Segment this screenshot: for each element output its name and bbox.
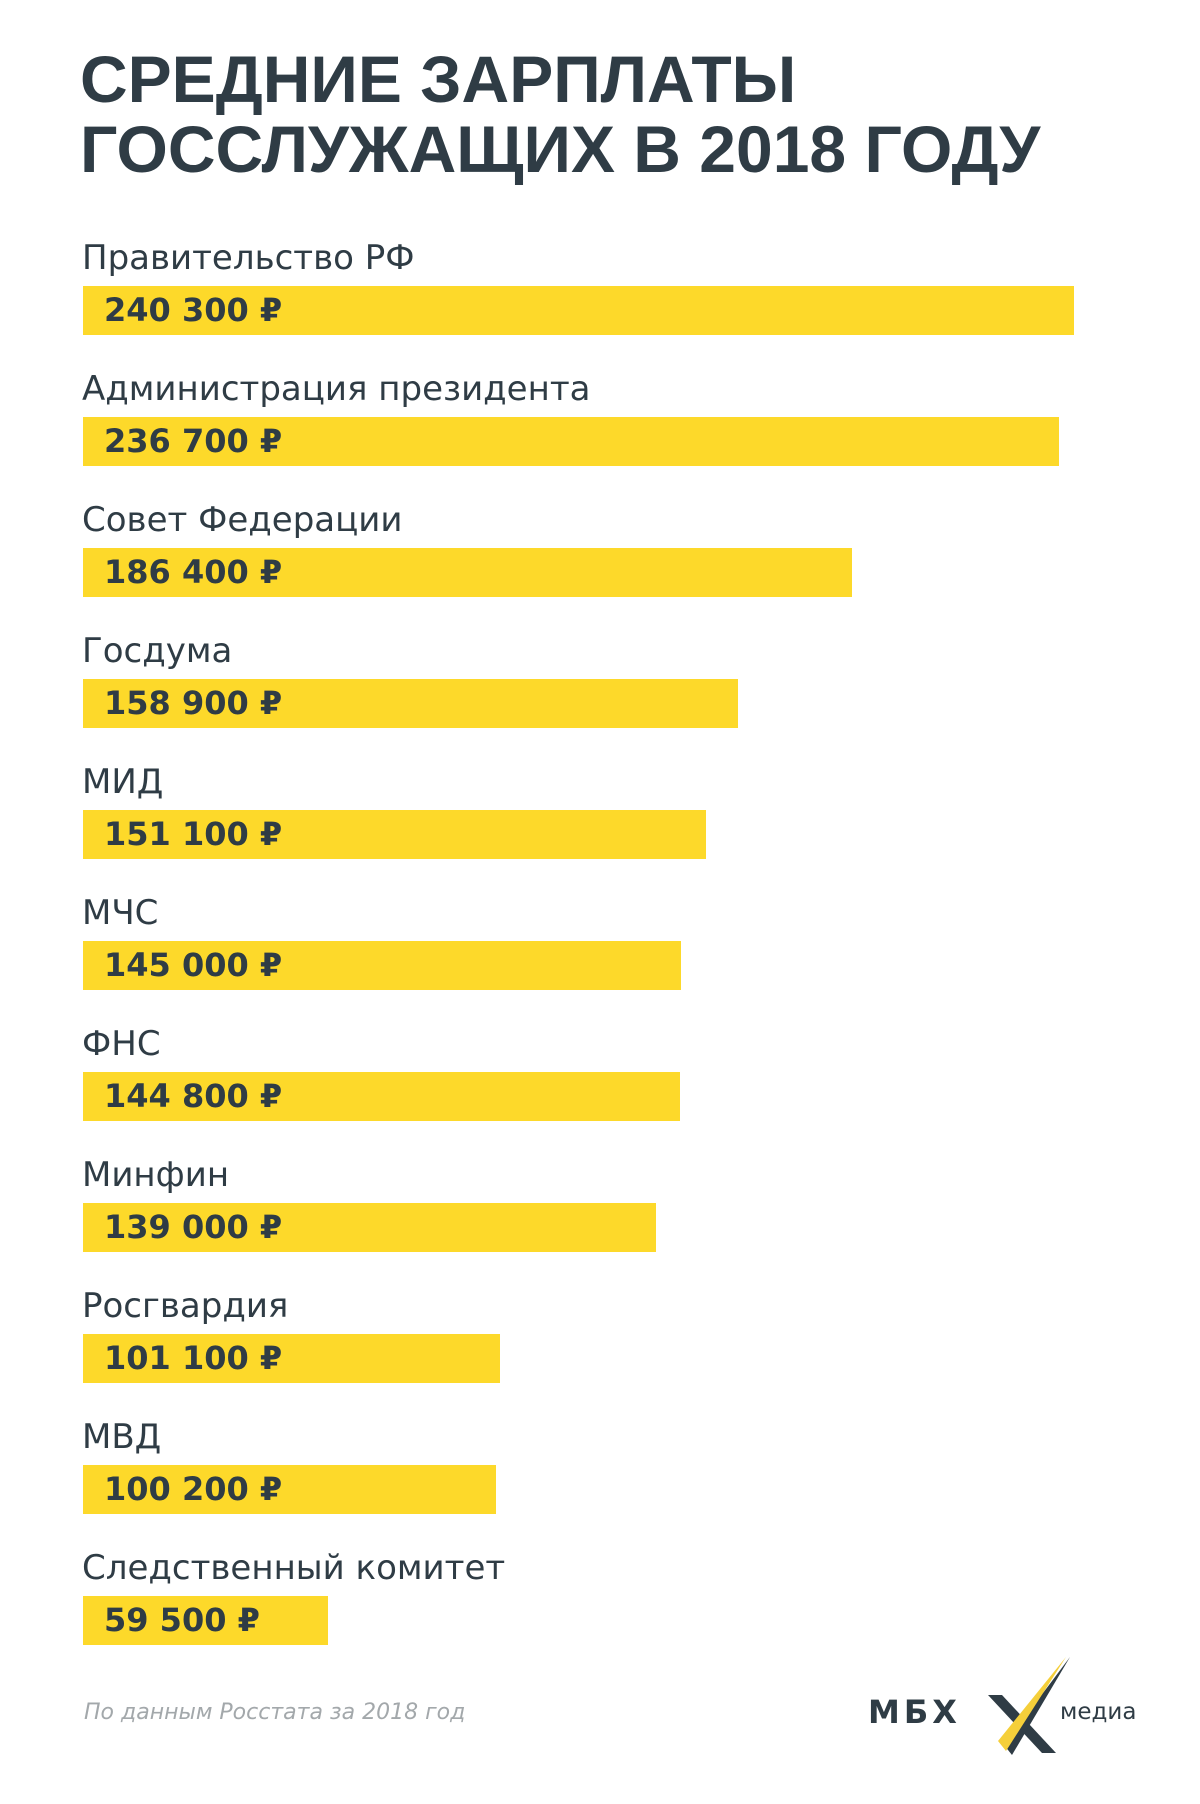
bar <box>83 1072 681 1121</box>
title-line-1: СРЕДНИЕ ЗАРПЛАТЫ <box>80 42 797 116</box>
bar <box>83 1465 497 1514</box>
bar-row: ФНС 144 800 ₽ <box>0 1022 1200 1153</box>
source-note: По данным Росстата за 2018 год <box>84 1700 466 1725</box>
value-label: 139 000 ₽ <box>104 1208 283 1246</box>
bar <box>83 286 1074 335</box>
bar <box>83 417 1060 466</box>
bar-row: Минфин 139 000 ₽ <box>0 1153 1200 1284</box>
category-label: Росгвардия <box>82 1286 289 1326</box>
value-label: 101 100 ₽ <box>104 1339 283 1377</box>
category-label: Минфин <box>82 1155 230 1195</box>
category-label: Правительство РФ <box>82 238 415 278</box>
value-label: 145 000 ₽ <box>104 946 283 984</box>
bar <box>83 548 852 597</box>
logo-text: МБХ <box>868 1693 961 1731</box>
bar <box>83 1203 657 1252</box>
bar-row: Совет Федерации 186 400 ₽ <box>0 498 1200 629</box>
value-label: 59 500 ₽ <box>104 1601 260 1639</box>
title-line-2: ГОССЛУЖАЩИХ В 2018 ГОДУ <box>80 112 1041 186</box>
logo: МБХ медиа <box>860 1655 1160 1765</box>
value-label: 158 900 ₽ <box>104 684 283 722</box>
bar <box>83 1596 329 1645</box>
logo-suffix: медиа <box>1060 1699 1137 1725</box>
bar-row: Госдума 158 900 ₽ <box>0 629 1200 760</box>
bar-row: Правительство РФ 240 300 ₽ <box>0 236 1200 367</box>
category-label: МИД <box>82 762 164 802</box>
category-label: МЧС <box>82 893 159 933</box>
value-label: 144 800 ₽ <box>104 1077 283 1115</box>
bar <box>83 679 739 728</box>
bar-row: МЧС 145 000 ₽ <box>0 891 1200 1022</box>
value-label: 100 200 ₽ <box>104 1470 283 1508</box>
value-label: 236 700 ₽ <box>104 422 283 460</box>
bar <box>83 810 707 859</box>
category-label: МВД <box>82 1417 162 1457</box>
bar <box>83 1334 500 1383</box>
category-label: Совет Федерации <box>82 500 403 540</box>
bar <box>83 941 681 990</box>
value-label: 186 400 ₽ <box>104 553 283 591</box>
bar-row: МВД 100 200 ₽ <box>0 1415 1200 1546</box>
category-label: ФНС <box>82 1024 161 1064</box>
bar-row: Следственный комитет 59 500 ₽ <box>0 1546 1200 1677</box>
logo-x-icon <box>988 1657 1070 1755</box>
chart-title: СРЕДНИЕ ЗАРПЛАТЫ ГОССЛУЖАЩИХ В 2018 ГОДУ <box>80 44 1040 184</box>
category-label: Следственный комитет <box>82 1548 506 1588</box>
bar-row: МИД 151 100 ₽ <box>0 760 1200 891</box>
value-label: 240 300 ₽ <box>104 291 283 329</box>
bar-row: Администрация президента 236 700 ₽ <box>0 367 1200 498</box>
category-label: Госдума <box>82 631 233 671</box>
bar-row: Росгвардия 101 100 ₽ <box>0 1284 1200 1415</box>
category-label: Администрация президента <box>82 369 591 409</box>
value-label: 151 100 ₽ <box>104 815 283 853</box>
